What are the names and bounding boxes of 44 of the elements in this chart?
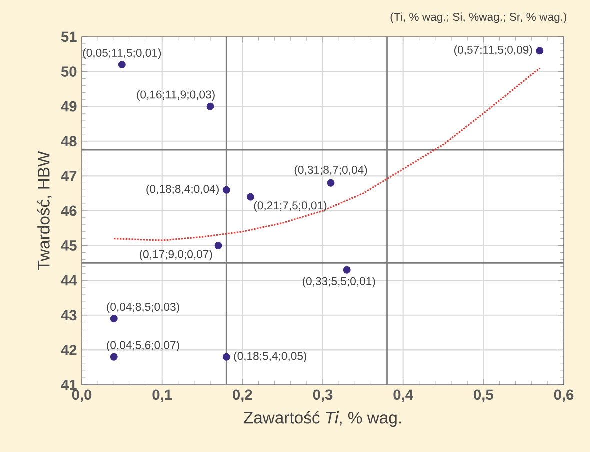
point [343,266,351,274]
annotation: (0,18;8,4;0,04) [146,184,219,196]
text: (Ti, % wag.; Si, %wag.; Sr, % wag.) [390,12,567,24]
x-tick-label: 0,6 [554,390,574,402]
point [222,186,230,194]
point [327,179,335,187]
annotation: (0,31;8,7;0,04) [294,166,368,176]
annotation: (0,16;11,9;0,03) [137,90,215,101]
point [214,242,222,250]
y-tick-label: 50 [61,66,77,77]
y-tick-label: 46 [61,206,77,216]
y-tick-label: 45 [61,240,77,251]
point [222,353,230,361]
x-tick-label: 0,0 [72,390,92,402]
y-axis-title: Twardość, HBW [37,151,52,270]
annotation: (0,04;8,5;0,03) [107,302,180,314]
annotation: (0,21;7,5;0,01) [254,201,327,212]
x-axis-title: Zawartość Ti, % wag. [244,411,402,428]
point [110,315,118,323]
x-tick-label: 0,1 [152,390,172,402]
annotation: (0,05;11,5;0,01) [83,48,162,60]
point [206,102,214,110]
y-tick-label: 51 [61,32,77,42]
point [118,61,126,69]
y-tick-label: 41 [61,380,77,390]
x-tick-label: 0,2 [233,390,252,402]
annotation: (0,17;9,0;0,07) [140,250,212,261]
point [246,193,254,201]
y-tick-label: 48 [61,136,77,147]
point [110,353,118,361]
x-tick-label: 0,3 [313,390,333,402]
line-series [113,68,541,242]
annotation: (0,18;5,4;0,05) [234,352,307,362]
annotation: (0,33;5,5;0,01) [302,277,376,288]
y-tick-label: 42 [61,345,77,356]
x-tick-label: 0,5 [474,390,494,402]
y-tick-label: 44 [61,276,78,286]
y-tick-label: 43 [61,310,77,321]
point [536,47,544,55]
annotation: (0,57;11,5;0,09) [454,46,532,56]
x-tick-label: 0,4 [394,390,414,402]
annotation: (0,04;5,6;0,07) [107,340,180,352]
y-tick-label: 49 [61,101,77,112]
y-tick-label: 47 [61,171,77,182]
